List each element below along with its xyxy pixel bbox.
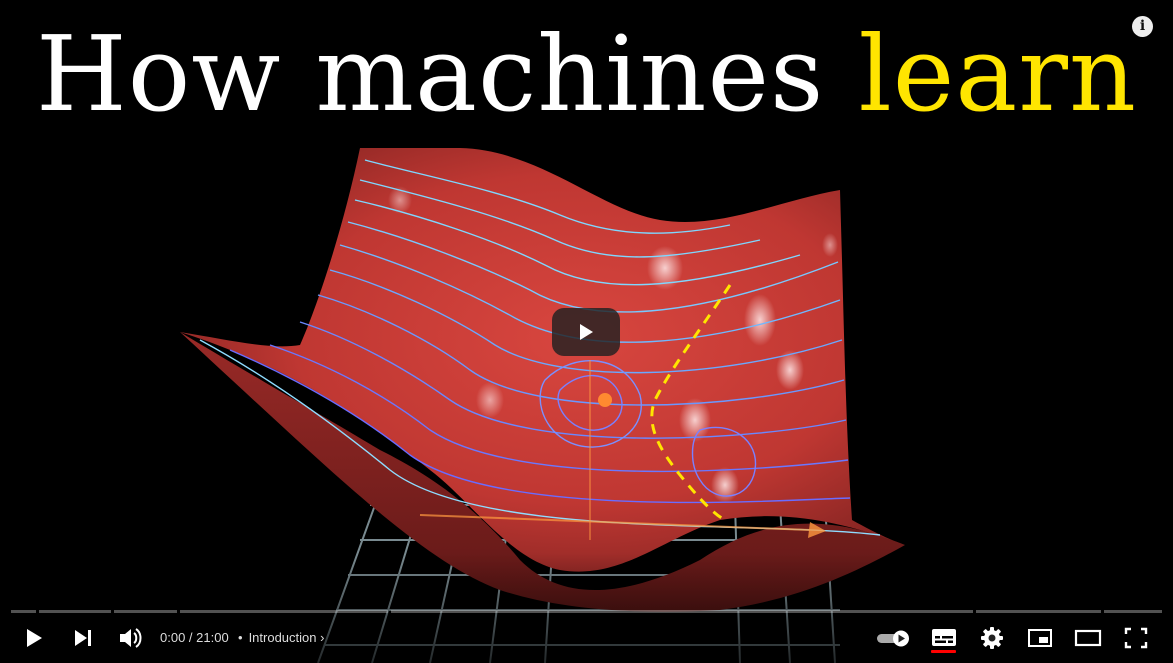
miniplayer-button[interactable] (1020, 618, 1060, 658)
progress-bar[interactable] (11, 610, 1162, 613)
autoplay-toggle[interactable] (874, 618, 914, 658)
chapter-segment[interactable] (1104, 610, 1162, 613)
chapter-segment[interactable] (39, 610, 111, 613)
big-play-button[interactable] (552, 308, 620, 356)
chapter-segment[interactable] (114, 610, 177, 613)
subtitles-icon (932, 629, 956, 646)
video-title-overlay: How machines learn (0, 14, 1173, 134)
chapter-segment[interactable] (976, 610, 1101, 613)
info-button[interactable]: i (1132, 16, 1153, 37)
play-icon (27, 629, 42, 647)
time-separator: / (185, 630, 197, 645)
time-total: 21:00 (196, 630, 229, 645)
fullscreen-button[interactable] (1116, 618, 1156, 658)
fullscreen-icon (1124, 627, 1148, 649)
chapter-segment[interactable] (180, 610, 388, 613)
volume-icon (120, 628, 142, 648)
theater-mode-button[interactable] (1068, 618, 1108, 658)
descent-path (650, 284, 732, 522)
contour-lines (199, 159, 881, 536)
info-icon: i (1139, 18, 1146, 34)
settings-button[interactable] (972, 618, 1012, 658)
chapter-segment[interactable] (391, 610, 973, 613)
chapter-button[interactable]: • Introduction › (238, 629, 324, 647)
captions-active-indicator (931, 650, 956, 653)
miniplayer-icon (1028, 629, 1052, 647)
chapter-segment[interactable] (11, 610, 36, 613)
autoplay-toggle-icon (877, 630, 909, 647)
title-highlight: learn (858, 13, 1137, 135)
skip-next-icon (75, 630, 91, 646)
next-button[interactable] (63, 618, 103, 658)
chapter-bullet: • (238, 630, 243, 645)
chapter-title: Introduction (248, 630, 317, 645)
gear-icon (981, 627, 1003, 649)
theater-mode-icon (1074, 629, 1102, 647)
time-current: 0:00 (160, 630, 186, 645)
play-button[interactable] (14, 618, 54, 658)
mute-button[interactable] (110, 618, 150, 658)
control-bar: 0:00 / 21:00 • Introduction › (0, 618, 1173, 658)
play-icon (580, 324, 593, 340)
time-display: 0:00 / 21:00 (160, 629, 229, 647)
chevron-right-icon: › (320, 630, 325, 645)
subtitles-button[interactable] (924, 618, 964, 658)
title-prefix: How machines (36, 13, 859, 135)
controls-gradient (0, 553, 1173, 663)
